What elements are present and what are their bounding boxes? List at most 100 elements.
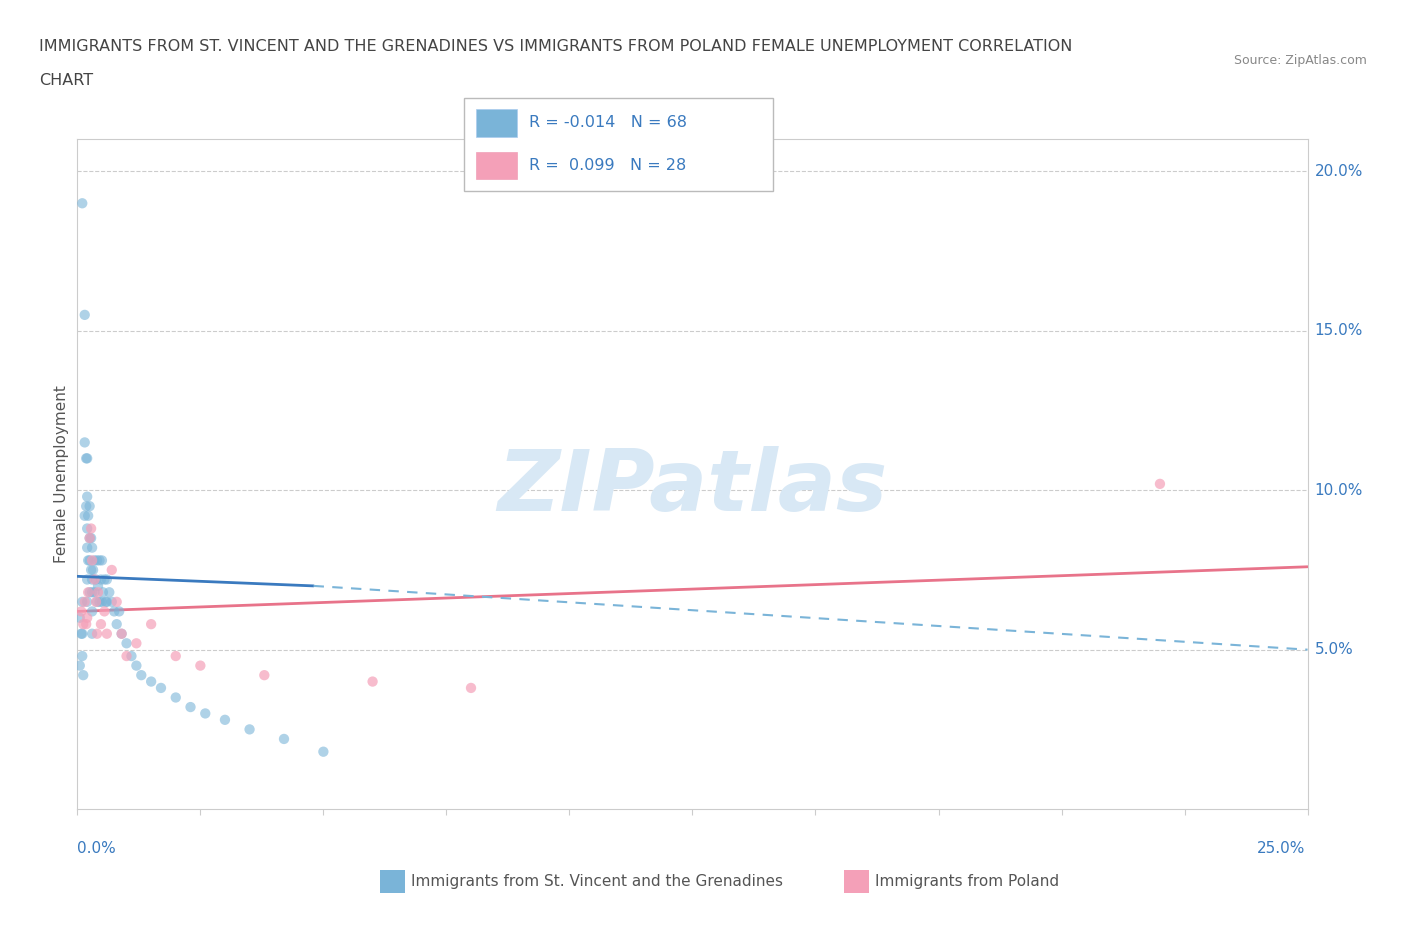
Point xyxy=(73,509,96,524)
Point xyxy=(89,553,111,568)
Point xyxy=(79,531,101,546)
Point xyxy=(70,626,93,641)
Text: 10.0%: 10.0% xyxy=(1315,483,1362,498)
Point xyxy=(312,744,335,759)
Point xyxy=(90,572,112,587)
Point xyxy=(86,594,108,609)
Point xyxy=(361,674,384,689)
Point xyxy=(101,563,124,578)
Point xyxy=(77,585,100,600)
Point xyxy=(70,604,93,618)
Point xyxy=(75,498,97,513)
Point xyxy=(76,594,98,609)
Point xyxy=(77,509,100,524)
FancyBboxPatch shape xyxy=(464,98,773,191)
Text: ZIPatlas: ZIPatlas xyxy=(498,446,887,529)
Text: R = -0.014   N = 68: R = -0.014 N = 68 xyxy=(529,115,688,130)
Text: R =  0.099   N = 28: R = 0.099 N = 28 xyxy=(529,158,686,173)
Point xyxy=(150,681,173,696)
Point xyxy=(82,540,104,555)
Point xyxy=(79,531,101,546)
Point xyxy=(76,451,98,466)
Point xyxy=(69,658,91,673)
Point xyxy=(79,553,101,568)
Point xyxy=(96,626,118,641)
Point xyxy=(93,604,115,618)
Point xyxy=(70,594,93,609)
Point xyxy=(121,648,143,663)
Point xyxy=(141,674,163,689)
Point xyxy=(98,585,121,600)
Point xyxy=(79,498,101,513)
Point xyxy=(188,658,212,673)
Point xyxy=(125,636,148,651)
Point xyxy=(77,553,100,568)
Point xyxy=(111,626,132,641)
Point xyxy=(76,610,98,625)
Point xyxy=(80,563,103,578)
Point xyxy=(105,594,128,609)
Point xyxy=(165,648,187,663)
Point xyxy=(94,594,117,609)
Point xyxy=(75,617,97,631)
Point xyxy=(84,572,107,587)
Point xyxy=(180,699,202,714)
Point xyxy=(82,553,104,568)
Point xyxy=(165,690,187,705)
Point xyxy=(111,626,132,641)
Point xyxy=(141,617,163,631)
Point xyxy=(273,732,295,747)
Point xyxy=(76,572,98,587)
Point xyxy=(87,578,110,593)
Point xyxy=(79,585,101,600)
Point xyxy=(90,553,114,568)
Point xyxy=(80,531,103,546)
Point xyxy=(115,648,138,663)
Point xyxy=(83,585,105,600)
Point xyxy=(115,636,138,651)
Point xyxy=(72,668,94,683)
Text: 25.0%: 25.0% xyxy=(1257,841,1305,856)
Point xyxy=(86,626,108,641)
Point xyxy=(82,604,104,618)
Point xyxy=(87,585,110,600)
Point xyxy=(103,604,125,618)
Point xyxy=(90,617,112,631)
Text: CHART: CHART xyxy=(39,73,93,87)
Point xyxy=(90,594,114,609)
Point xyxy=(82,626,104,641)
Point xyxy=(83,572,105,587)
Point xyxy=(73,308,96,323)
Point xyxy=(89,594,111,609)
Point xyxy=(253,668,276,683)
Point xyxy=(73,594,96,609)
Point xyxy=(239,722,262,737)
Text: IMMIGRANTS FROM ST. VINCENT AND THE GRENADINES VS IMMIGRANTS FROM POLAND FEMALE : IMMIGRANTS FROM ST. VINCENT AND THE GREN… xyxy=(39,39,1073,54)
Point xyxy=(125,658,148,673)
Point xyxy=(70,626,93,641)
Text: Immigrants from St. Vincent and the Grenadines: Immigrants from St. Vincent and the Gren… xyxy=(411,874,783,889)
Text: 5.0%: 5.0% xyxy=(1315,643,1354,658)
Point xyxy=(84,594,107,609)
Point xyxy=(76,489,98,504)
Point xyxy=(70,648,93,663)
Text: Immigrants from Poland: Immigrants from Poland xyxy=(875,874,1059,889)
Point xyxy=(82,585,104,600)
Text: Source: ZipAtlas.com: Source: ZipAtlas.com xyxy=(1233,54,1367,67)
Text: 15.0%: 15.0% xyxy=(1315,324,1362,339)
Point xyxy=(83,553,105,568)
FancyBboxPatch shape xyxy=(477,109,516,137)
Point xyxy=(105,617,128,631)
Point xyxy=(214,712,236,727)
Point xyxy=(82,572,104,587)
Point xyxy=(101,594,124,609)
Point xyxy=(82,563,104,578)
Point xyxy=(80,521,103,536)
Point xyxy=(72,617,94,631)
Point xyxy=(96,572,118,587)
Text: 20.0%: 20.0% xyxy=(1315,164,1362,179)
Y-axis label: Female Unemployment: Female Unemployment xyxy=(53,385,69,564)
Point xyxy=(96,594,118,609)
Point xyxy=(1149,476,1171,491)
Point xyxy=(194,706,217,721)
